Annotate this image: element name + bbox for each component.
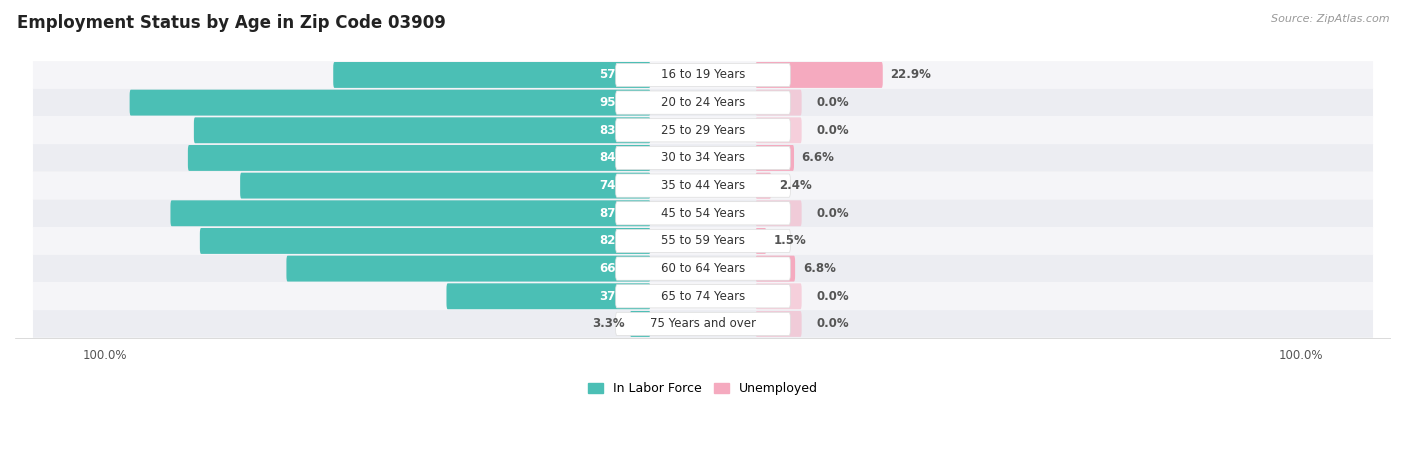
FancyBboxPatch shape [32,282,1374,310]
FancyBboxPatch shape [32,144,1374,172]
FancyBboxPatch shape [616,119,790,142]
Text: 25 to 29 Years: 25 to 29 Years [661,124,745,137]
FancyBboxPatch shape [32,227,1374,255]
FancyBboxPatch shape [32,199,1374,227]
Text: 65 to 74 Years: 65 to 74 Years [661,290,745,303]
Text: 83.4%: 83.4% [599,124,640,137]
Text: 6.8%: 6.8% [803,262,835,275]
Text: 6.6%: 6.6% [801,152,835,165]
Text: 82.3%: 82.3% [599,235,640,248]
FancyBboxPatch shape [755,283,801,309]
Text: 45 to 54 Years: 45 to 54 Years [661,207,745,220]
FancyBboxPatch shape [616,313,790,336]
Text: 75 Years and over: 75 Years and over [650,318,756,331]
FancyBboxPatch shape [755,62,883,88]
FancyBboxPatch shape [616,257,790,280]
Text: 95.2%: 95.2% [599,96,640,109]
FancyBboxPatch shape [616,63,790,87]
Text: 0.0%: 0.0% [817,318,849,331]
FancyBboxPatch shape [616,285,790,308]
Text: 16 to 19 Years: 16 to 19 Years [661,69,745,82]
Text: 74.9%: 74.9% [599,179,640,192]
Text: 55 to 59 Years: 55 to 59 Years [661,235,745,248]
FancyBboxPatch shape [755,90,801,115]
Text: 30 to 34 Years: 30 to 34 Years [661,152,745,165]
FancyBboxPatch shape [188,145,651,171]
FancyBboxPatch shape [755,117,801,143]
Text: 2.4%: 2.4% [779,179,811,192]
Text: Employment Status by Age in Zip Code 03909: Employment Status by Age in Zip Code 039… [17,14,446,32]
FancyBboxPatch shape [755,256,796,281]
FancyBboxPatch shape [287,256,651,281]
Text: 37.0%: 37.0% [599,290,640,303]
Text: 0.0%: 0.0% [817,124,849,137]
Text: 3.3%: 3.3% [592,318,626,331]
FancyBboxPatch shape [32,116,1374,144]
FancyBboxPatch shape [333,62,651,88]
FancyBboxPatch shape [616,229,790,253]
FancyBboxPatch shape [755,311,801,337]
FancyBboxPatch shape [447,283,651,309]
FancyBboxPatch shape [32,310,1374,338]
FancyBboxPatch shape [755,145,794,171]
FancyBboxPatch shape [200,228,651,254]
Text: 84.5%: 84.5% [599,152,640,165]
Text: Source: ZipAtlas.com: Source: ZipAtlas.com [1271,14,1389,23]
Text: 22.9%: 22.9% [890,69,931,82]
FancyBboxPatch shape [240,173,651,198]
Text: 0.0%: 0.0% [817,96,849,109]
FancyBboxPatch shape [32,255,1374,282]
FancyBboxPatch shape [32,89,1374,116]
FancyBboxPatch shape [616,174,790,197]
FancyBboxPatch shape [616,202,790,225]
Legend: In Labor Force, Unemployed: In Labor Force, Unemployed [583,377,823,400]
Text: 60 to 64 Years: 60 to 64 Years [661,262,745,275]
FancyBboxPatch shape [32,61,1374,89]
FancyBboxPatch shape [170,200,651,226]
Text: 35 to 44 Years: 35 to 44 Years [661,179,745,192]
Text: 66.4%: 66.4% [599,262,640,275]
Text: 87.7%: 87.7% [599,207,640,220]
FancyBboxPatch shape [32,172,1374,199]
FancyBboxPatch shape [616,146,790,170]
FancyBboxPatch shape [194,117,651,143]
FancyBboxPatch shape [755,173,770,198]
FancyBboxPatch shape [616,91,790,114]
FancyBboxPatch shape [755,228,766,254]
FancyBboxPatch shape [630,311,651,337]
FancyBboxPatch shape [129,90,651,115]
Text: 57.8%: 57.8% [599,69,640,82]
Text: 0.0%: 0.0% [817,207,849,220]
FancyBboxPatch shape [755,200,801,226]
Text: 1.5%: 1.5% [773,235,807,248]
Text: 20 to 24 Years: 20 to 24 Years [661,96,745,109]
Text: 0.0%: 0.0% [817,290,849,303]
